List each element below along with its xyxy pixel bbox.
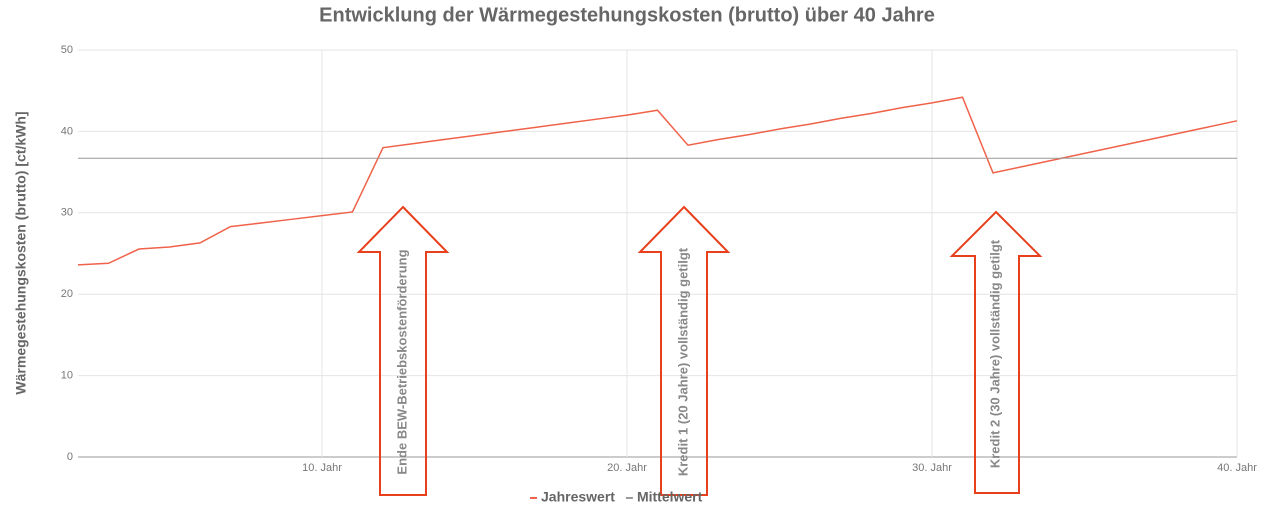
legend: Jahreswert Mittelwert	[530, 489, 703, 505]
grid: 0 10 20 30 40 50 10. Jahr 20. Jahr 30. Jahr 40. J…	[61, 44, 1257, 474]
y-tick-label: 0	[67, 451, 73, 463]
annotation: Ende BEW-Betriebskostenförderung	[356, 205, 450, 496]
x-tick-label: 10. Jahr	[302, 462, 342, 474]
y-tick-label: 50	[61, 44, 73, 56]
annotation-text: Kredit 1 (20 Jahre) vollständig getilgt	[675, 247, 690, 476]
arrow	[356, 205, 450, 496]
arrow	[637, 205, 731, 496]
legend-label: Jahreswert	[541, 489, 615, 505]
x-tick-label: 40. Jahr	[1217, 462, 1257, 474]
line	[77, 96, 1238, 266]
annotation: Kredit 2 (30 Jahre) vollständig getilgt	[949, 210, 1043, 494]
y-tick-label: 10	[61, 370, 73, 382]
y-axis-label: Wärmegestehungskosten (brutto) [ct/kWh]	[13, 111, 29, 394]
y-tick-label: 30	[61, 207, 73, 219]
arrow	[949, 210, 1043, 494]
x-tick-label: 30. Jahr	[912, 462, 952, 474]
annotation: Kredit 1 (20 Jahre) vollständig getilgt	[637, 205, 731, 496]
y-tick-label: 20	[61, 288, 73, 300]
annotation-text: Kredit 2 (30 Jahre) vollständig getilgt	[987, 239, 1002, 468]
lines	[77, 96, 1238, 266]
annotation-text: Ende BEW-Betriebskostenförderung	[394, 249, 409, 474]
legend-label: Mittelwert	[637, 489, 703, 505]
y-tick-label: 40	[61, 125, 73, 137]
chart-title: Entwicklung der Wärmegestehungskosten (b…	[319, 4, 935, 26]
x-tick-label: 20. Jahr	[607, 462, 647, 474]
